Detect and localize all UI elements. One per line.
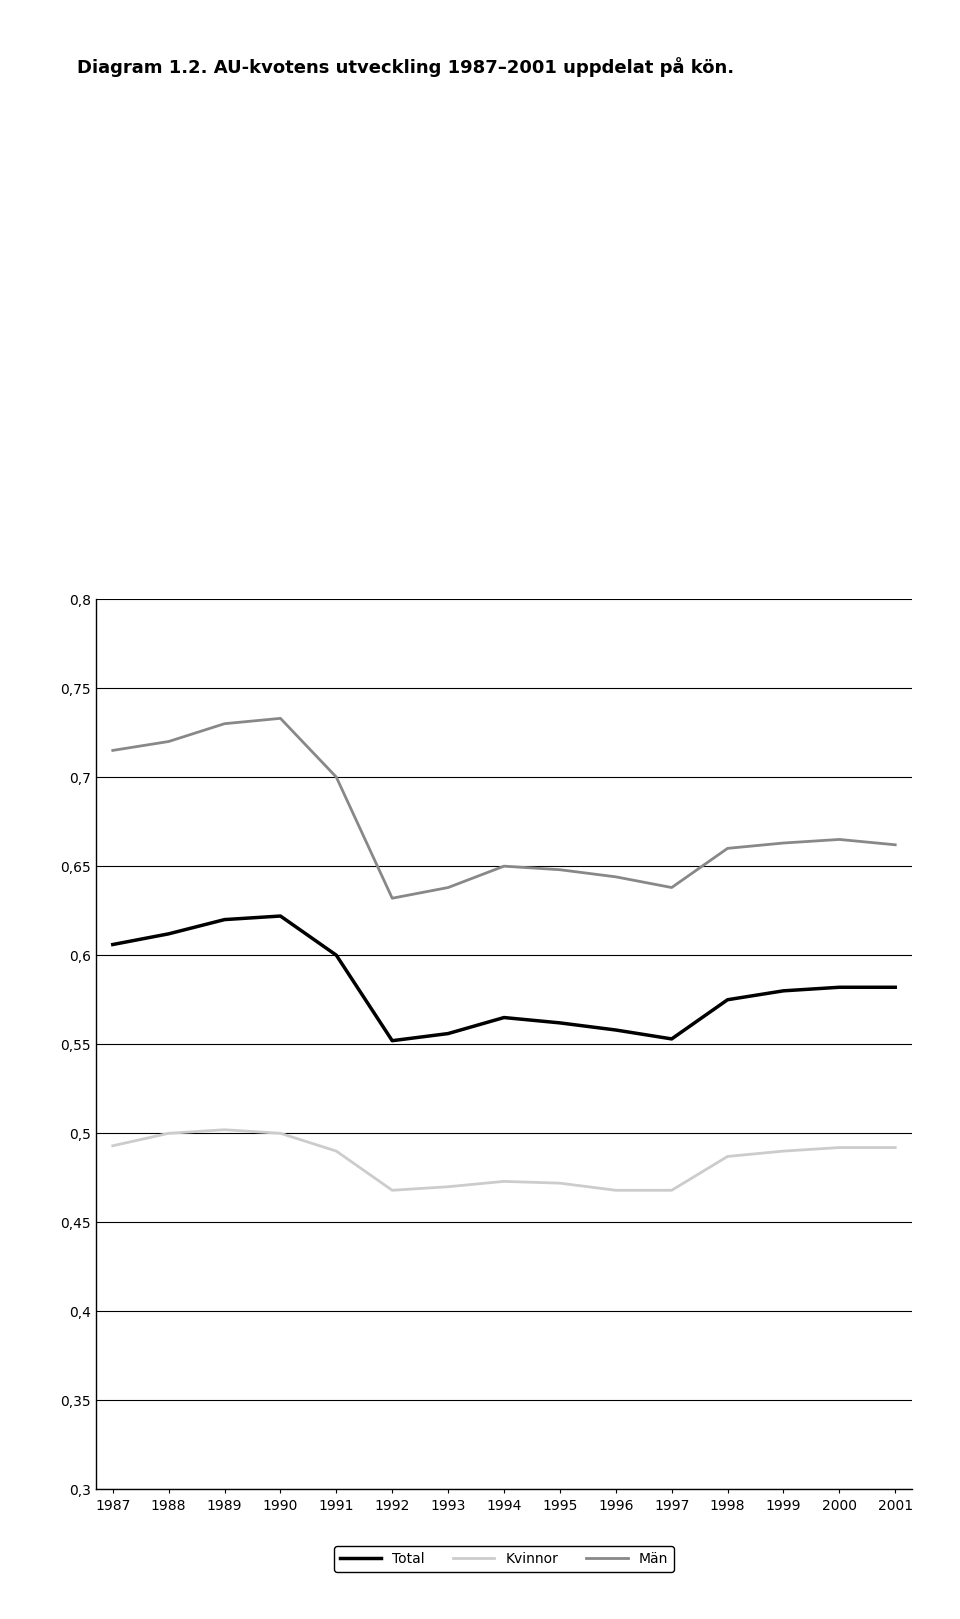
Legend: Total, Kvinnor, Män: Total, Kvinnor, Män bbox=[334, 1546, 674, 1572]
Text: Diagram 1.2. AU-kvotens utveckling 1987–2001 uppdelat på kön.: Diagram 1.2. AU-kvotens utveckling 1987–… bbox=[77, 57, 734, 76]
